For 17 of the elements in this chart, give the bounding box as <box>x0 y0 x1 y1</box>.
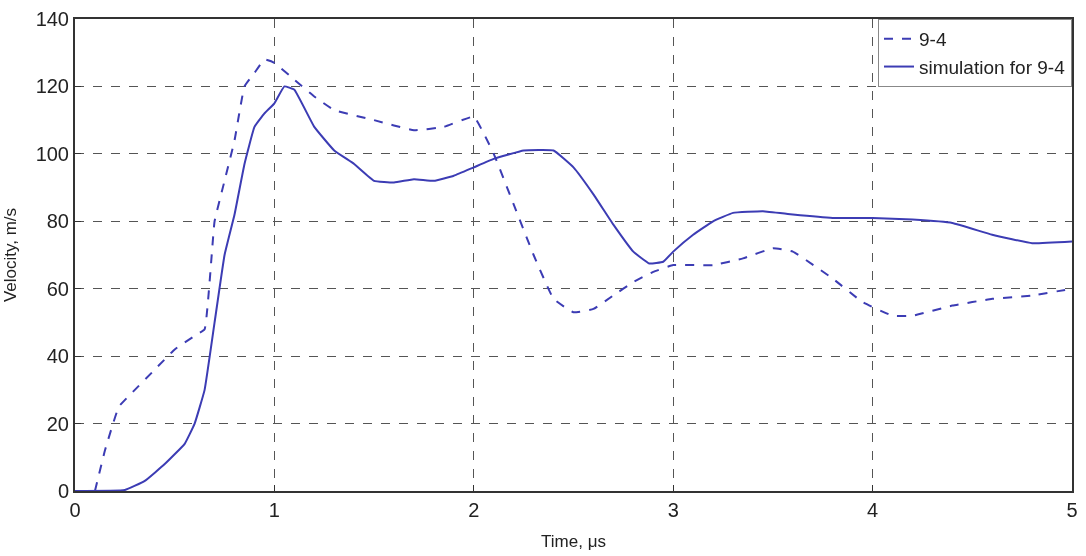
y-tick-label: 40 <box>46 345 69 368</box>
x-tick-label: 3 <box>667 499 679 521</box>
y-tick-label: 60 <box>46 277 69 300</box>
legend-label: 9-4 <box>919 29 947 51</box>
x-axis-title: Time, μs <box>541 531 606 551</box>
x-tick-label: 1 <box>268 499 280 521</box>
x-tick-label: 5 <box>1066 499 1078 521</box>
y-tick-label: 0 <box>57 480 69 502</box>
y-tick-label: 20 <box>46 412 69 435</box>
y-tick-label: 140 <box>35 8 69 30</box>
legend-label: simulation for 9-4 <box>919 56 1066 78</box>
y-axis-title: Velocity, m/s <box>0 207 20 303</box>
x-tick-label: 2 <box>468 499 480 521</box>
y-tick-label: 80 <box>46 210 69 233</box>
y-tick-label: 120 <box>35 75 69 98</box>
y-tick-label: 100 <box>35 142 69 165</box>
x-tick-label: 4 <box>867 499 879 521</box>
